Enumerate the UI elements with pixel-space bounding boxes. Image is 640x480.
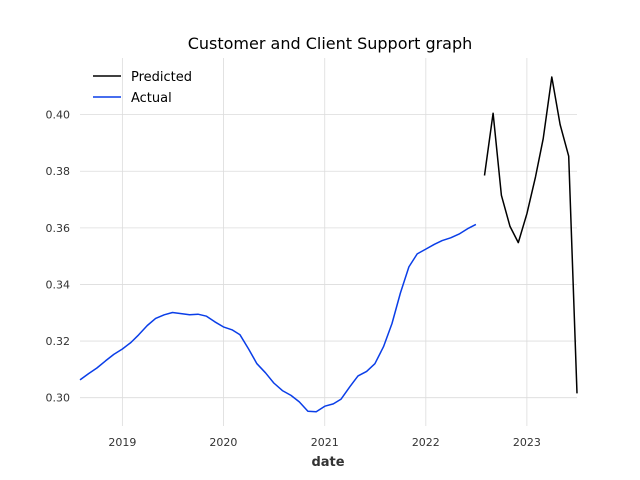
- y-tick-label: 0.32: [46, 335, 71, 348]
- legend: Predicted Actual: [93, 70, 192, 106]
- chart-title: Customer and Client Support graph: [188, 34, 473, 53]
- y-tick-label: 0.40: [46, 109, 71, 122]
- y-tick-label: 0.34: [46, 278, 71, 291]
- grid: [80, 58, 577, 426]
- x-tick-label: 2020: [209, 436, 237, 449]
- x-axis-label: date: [311, 455, 344, 470]
- series-line-actual: [79, 223, 477, 413]
- x-tick-label: 2023: [513, 436, 541, 449]
- x-tick-label: 2022: [412, 436, 440, 449]
- legend-label-actual: Actual: [131, 91, 172, 106]
- x-tick-labels: 2019 2020 2021 2022 2023: [108, 436, 541, 449]
- y-tick-label: 0.38: [46, 165, 71, 178]
- y-tick-label: 0.36: [46, 222, 71, 235]
- series-lines: [79, 76, 578, 413]
- x-tick-label: 2019: [108, 436, 136, 449]
- y-tick-labels: 0.30 0.32 0.34 0.36 0.38 0.40: [46, 109, 71, 405]
- x-tick-label: 2021: [311, 436, 339, 449]
- y-tick-label: 0.30: [46, 392, 71, 405]
- legend-label-predicted: Predicted: [131, 70, 192, 85]
- series-line-predicted: [483, 76, 578, 394]
